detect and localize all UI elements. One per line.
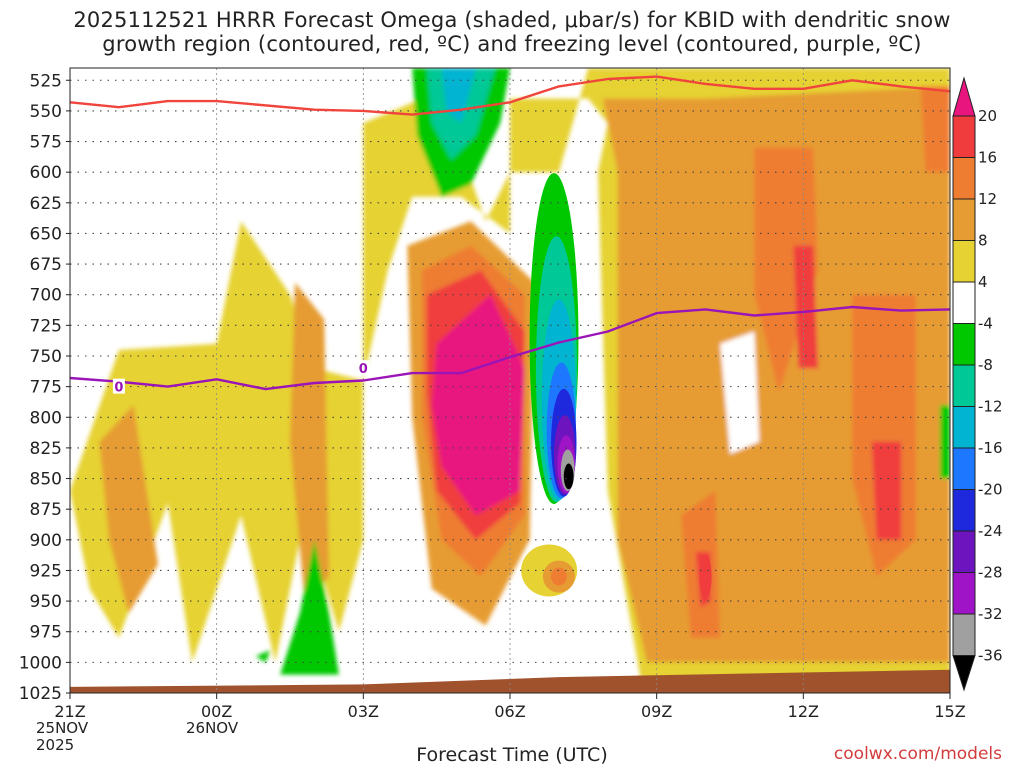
y-tick-label-1000: 1000 [19,653,62,673]
colorbar-label-11: -28 [978,564,1003,582]
colorbar-bin-8 [952,406,976,449]
y-axis: 525 550 575 600 625 650 675 700 725 750 775 800 825 8… [19,71,70,704]
colorbar-bin-13 [952,613,976,656]
credit-link[interactable]: coolwx.com/models [833,744,1002,764]
x-tick-label-3: 06Z [494,702,525,721]
colorbar-bin-1 [952,115,976,158]
omega-negative-column [521,173,712,599]
colorbar-label-7: -12 [978,398,1003,416]
date-label-start: 25NOV 2025 [36,720,88,754]
x-tick-label-1: 00Z [201,702,232,721]
shaded-regions [70,68,950,687]
x-axis: 21Z 00Z 03Z 06Z 09Z 12Z 15Z [54,693,966,721]
terrain [70,669,950,693]
omega-red-blob [699,554,712,599]
x-tick-label-5: 12Z [788,702,819,721]
dendritic-growth-contour [70,75,950,116]
y-tick-label-525: 525 [30,71,62,91]
y-tick-label-700: 700 [30,286,62,306]
omega-band-8-to-12-b [290,282,330,602]
colorbar-label-9: -20 [978,481,1003,499]
y-tick-label-550: 550 [30,102,62,122]
contour-layer: 00 [70,75,950,396]
colorbar-label-13: -36 [978,647,1003,665]
date-label-start-line-2: 2025 [36,736,75,754]
x-tick-label-0: 21Z [54,702,85,721]
colorbar-bin-5 [952,281,976,324]
omega-shaded-field [70,68,950,693]
omega-white-gap [720,331,760,454]
colorbar-top-arrow [952,76,976,117]
colorbar-bin-10 [952,489,976,532]
y-tick-label-975: 975 [30,623,62,643]
colorbar-label-3: 8 [978,232,988,250]
date-label-26nov-line-1: 26NOV [186,719,239,737]
y-tick-label-875: 875 [30,500,62,520]
colorbar-label-1: 16 [978,149,997,167]
omega-ring-8 [563,463,574,490]
omega-band-12-to-16-b [754,147,818,393]
colorbar-bin-9 [952,447,976,490]
y-tick-label-675: 675 [30,255,62,275]
x-tick-label-6: 15Z [934,702,965,721]
y-tick-label-600: 600 [30,163,62,183]
colorbar-bottom-arrow [952,655,976,692]
omega-darkorange-blob [550,567,567,586]
freezing-contour-label-1: 0 [359,362,368,377]
omega-band-above-20 [431,294,525,516]
y-tick-label-750: 750 [30,347,62,367]
chart-title-line-2: growth region (contoured, red, ºC) and f… [102,32,922,56]
y-tick-label-950: 950 [30,592,62,612]
colorbar-bin-2 [952,157,976,200]
colorbar-label-12: -32 [978,605,1003,623]
colorbar: 20 16 12 8 4 -4 -8 -12 -16 -20 -24 -28 -32 -36 [952,76,1003,692]
y-tick-label-625: 625 [30,194,62,214]
colorbar-label-5: -4 [978,315,993,333]
colorbar-label-10: -24 [978,522,1003,540]
x-axis-title: Forecast Time (UTC) [416,744,608,766]
grid-lines [70,68,950,694]
colorbar-bin-6 [952,323,976,366]
omega-negative-surface-a [280,539,339,675]
y-tick-label-925: 925 [30,561,62,581]
omega-band-12-to-16-e [920,86,950,173]
omega-negative-right-edge [940,405,950,479]
y-tick-label-775: 775 [30,378,62,398]
colorbar-bin-4 [952,240,976,283]
freezing-label-bg-1 [357,360,370,376]
chart-title-line-1: 2025112521 HRRR Forecast Omega (shaded, … [73,8,951,32]
y-tick-label-650: 650 [30,224,62,244]
freezing-contour-label-0: 0 [114,381,123,396]
colorbar-bin-7 [952,364,976,407]
colorbar-label-6: -8 [978,356,993,374]
colorbar-bin-11 [952,530,976,573]
omega-band-16-to-20-b [793,245,818,369]
omega-band-16-to-20-c [871,441,902,540]
y-tick-label-1025: 1025 [19,684,62,704]
date-label-start-line-1: 25NOV [36,719,89,737]
y-tick-label-725: 725 [30,316,62,336]
y-tick-label-900: 900 [30,531,62,551]
y-tick-label-825: 825 [30,439,62,459]
x-tick-label-2: 03Z [348,702,379,721]
freezing-label-bg-0 [112,378,125,394]
omega-negative-aloft-cyan [441,68,476,124]
colorbar-label-0: 20 [978,107,997,125]
omega-band-8-to-12-a [99,405,158,614]
y-tick-label-800: 800 [30,408,62,428]
colorbar-label-4: 4 [978,273,988,291]
x-tick-label-4: 09Z [641,702,672,721]
colorbar-bin-3 [952,198,976,241]
colorbar-label-2: 12 [978,190,997,208]
colorbar-bin-12 [952,572,976,615]
omega-negative-surface-b [255,650,271,663]
y-tick-label-575: 575 [30,133,62,153]
colorbar-label-8: -16 [978,439,1003,457]
y-tick-label-850: 850 [30,470,62,490]
date-label-26nov: 26NOV [186,720,238,737]
freezing-level-contour [70,305,950,391]
